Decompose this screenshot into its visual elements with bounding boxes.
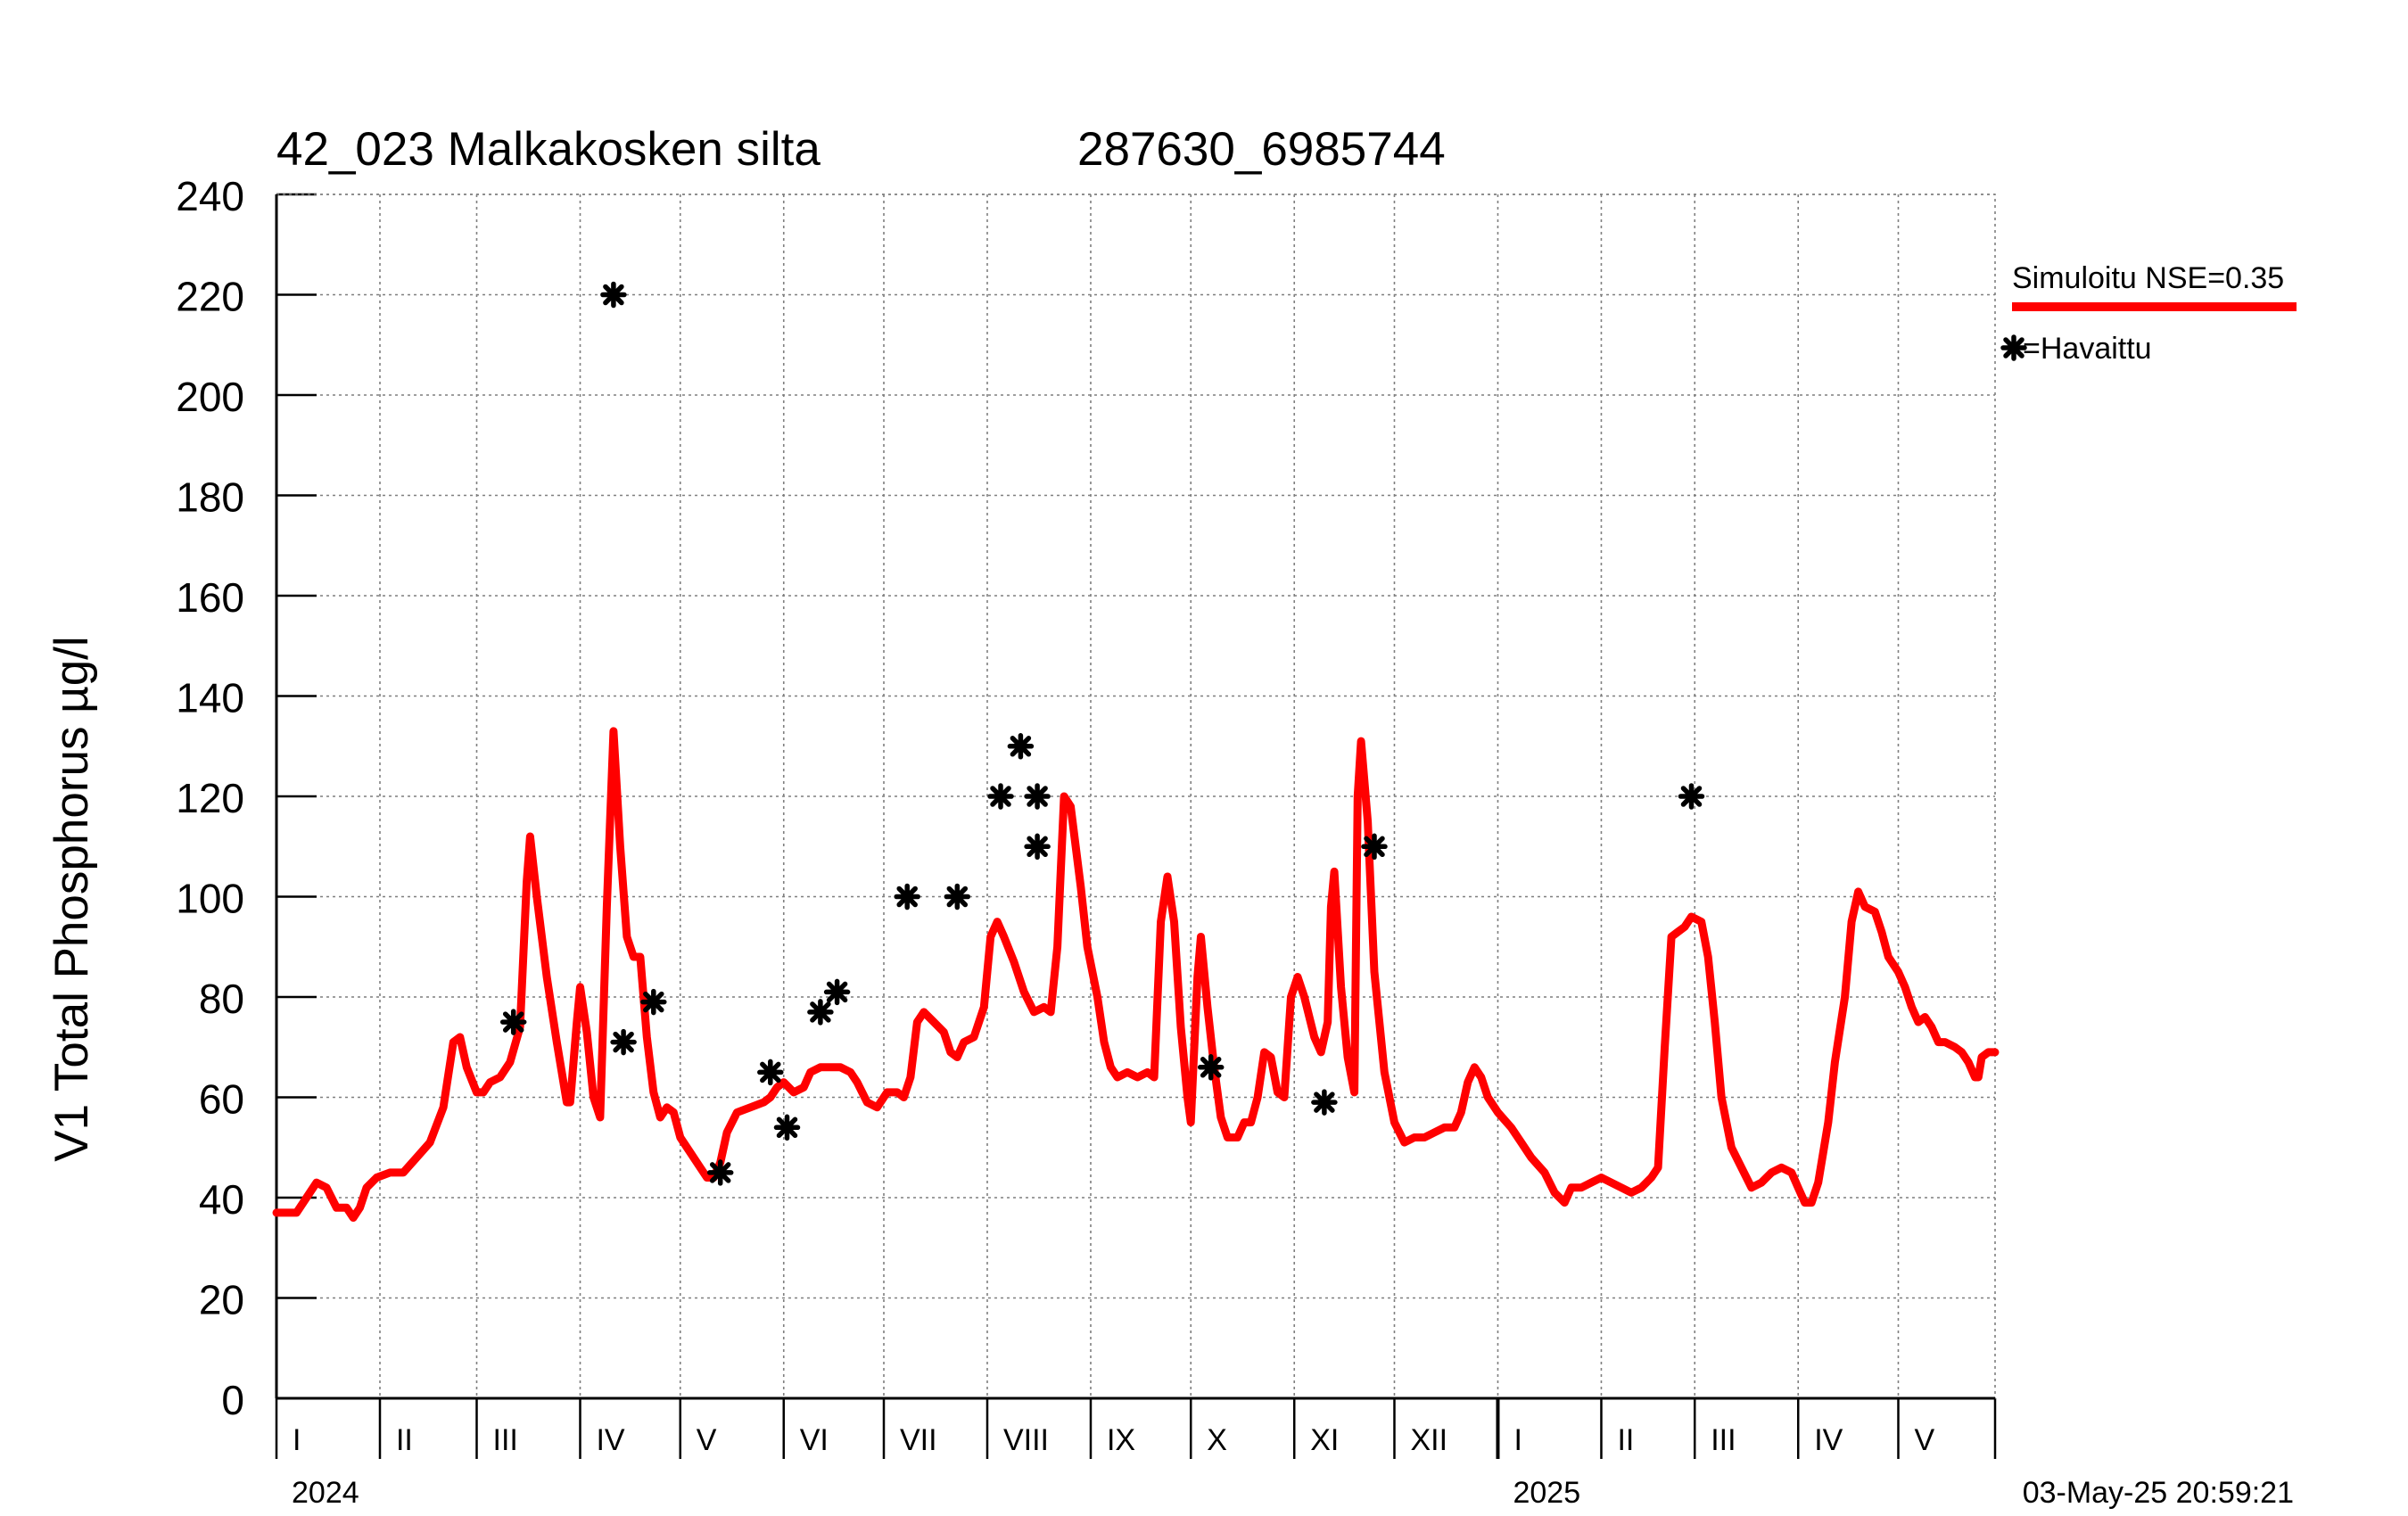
y-tick-label: 160	[176, 574, 244, 621]
y-tick-label: 60	[199, 1076, 244, 1123]
x-tick-label: III	[493, 1423, 518, 1457]
grid	[276, 194, 1995, 1398]
observed-point	[1007, 733, 1035, 760]
chart-title: 42_023 Malkakosken silta	[276, 123, 821, 176]
y-tick-label: 20	[199, 1277, 244, 1323]
x-tick-label: VII	[900, 1423, 937, 1457]
observed-point	[1024, 833, 1051, 861]
y-axis-label: V1 Total Phosphorus µg/l	[45, 636, 98, 1161]
observed-series	[499, 281, 1705, 1186]
x-tick-label: V	[697, 1423, 717, 1457]
timestamp: 03-May-25 20:59:21	[2023, 1476, 2294, 1510]
observed-point	[640, 988, 667, 1016]
observed-point	[499, 1009, 527, 1035]
y-tick-label: 80	[199, 976, 244, 1022]
legend-label-observed: =Havaittu	[2023, 332, 2152, 366]
y-tick-label: 140	[176, 675, 244, 721]
x-tick-label: III	[1711, 1423, 1736, 1457]
x-tick-label: VI	[800, 1423, 829, 1457]
x-tick-label: IX	[1107, 1423, 1135, 1457]
observed-point	[807, 999, 834, 1026]
x-tick-label: XI	[1310, 1423, 1339, 1457]
simulated-line	[272, 727, 2000, 1222]
legend-label-simulated: Simuloitu NSE=0.35	[2012, 261, 2284, 295]
observed-point	[1311, 1089, 1338, 1116]
observed-point	[823, 978, 851, 1006]
simulated-series	[272, 727, 2000, 1222]
year-label: 2025	[1513, 1476, 1580, 1510]
legend: Simuloitu NSE=0.35 =Havaittu	[2000, 261, 2297, 366]
y-tick-label: 100	[176, 876, 244, 922]
observed-point	[706, 1159, 734, 1186]
x-tick-label: II	[1617, 1423, 1634, 1457]
x-tick-label: XII	[1410, 1423, 1447, 1457]
year-label: 2024	[292, 1476, 359, 1510]
y-tick-label: 180	[176, 474, 244, 521]
y-tick-label: 0	[221, 1377, 244, 1423]
observed-point	[987, 783, 1014, 810]
x-tick-label: V	[1914, 1423, 1934, 1457]
y-axis: 0 20 40 60 80 100 120 140 160 180 200 220 240	[176, 173, 317, 1423]
observed-point	[1024, 783, 1051, 810]
y-tick-label: 200	[176, 374, 244, 420]
y-tick-label: 40	[199, 1176, 244, 1223]
chart-subtitle: 287630_6985744	[1077, 123, 1446, 176]
y-tick-label: 120	[176, 775, 244, 821]
observed-point	[1197, 1054, 1225, 1081]
legend-marker-observed	[2000, 334, 2027, 361]
x-tick-label: IV	[596, 1423, 624, 1457]
y-tick-label: 220	[176, 274, 244, 320]
observed-point	[1678, 783, 1705, 810]
x-tick-label: X	[1207, 1423, 1227, 1457]
y-tick-label: 240	[176, 173, 244, 219]
observed-point	[894, 883, 920, 910]
x-tick-label: IV	[1814, 1423, 1843, 1457]
x-tick-label: I	[293, 1423, 301, 1457]
x-tick-label: II	[396, 1423, 413, 1457]
x-tick-label: VIII	[1003, 1423, 1049, 1457]
observed-point	[600, 281, 627, 309]
observed-point	[944, 883, 971, 910]
observed-point	[757, 1059, 784, 1086]
observed-point	[610, 1028, 637, 1056]
x-tick-label: I	[1513, 1423, 1521, 1457]
observed-point	[773, 1114, 801, 1141]
observed-point	[1361, 833, 1388, 861]
